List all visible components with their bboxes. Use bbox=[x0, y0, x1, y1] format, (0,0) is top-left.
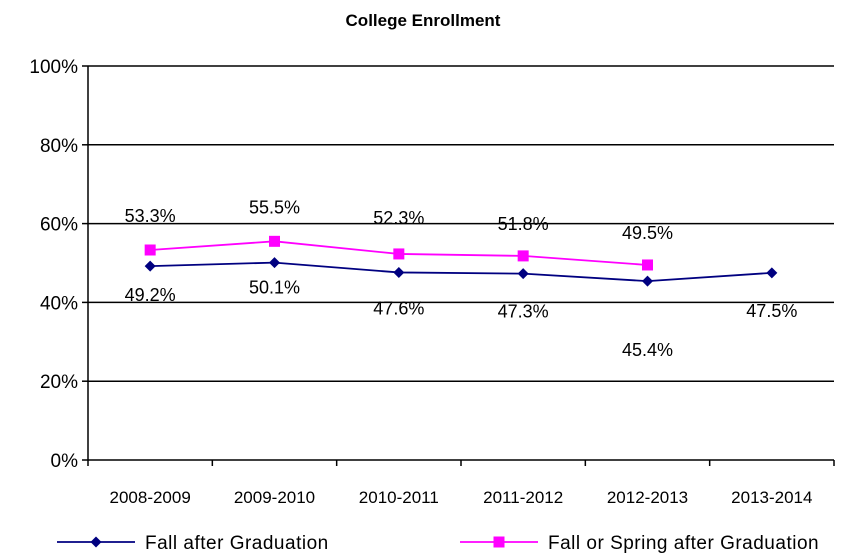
y-tick-label: 20% bbox=[40, 372, 78, 393]
data-label: 52.3% bbox=[373, 208, 424, 228]
data-point-fall bbox=[517, 268, 529, 280]
x-tick-label: 2012-2013 bbox=[607, 488, 688, 507]
x-tick-label: 2013-2014 bbox=[731, 488, 812, 507]
axes: 0% 20% 40% 60% 80% 100% 2008-2009 2009-2010 2010… bbox=[29, 57, 835, 507]
data-label: 47.3% bbox=[498, 302, 549, 322]
x-tick-label: 2010-2011 bbox=[359, 488, 439, 507]
data-point-fall-or-spring bbox=[393, 248, 405, 260]
legend-label: Fall after Graduation bbox=[145, 533, 329, 554]
y-tick-label: 60% bbox=[40, 215, 78, 236]
data-point-fall bbox=[642, 275, 653, 287]
legend-marker bbox=[90, 536, 102, 548]
y-tick-label: 40% bbox=[40, 293, 78, 314]
chart-title: College Enrollment bbox=[346, 11, 501, 30]
y-tick-label: 0% bbox=[51, 451, 79, 472]
legend-marker bbox=[493, 536, 505, 548]
data-label: 51.8% bbox=[498, 214, 549, 234]
data-label: 50.1% bbox=[249, 278, 300, 298]
data-point-fall bbox=[766, 267, 778, 279]
x-tick-label: 2009-2010 bbox=[234, 488, 315, 507]
data-label: 45.4% bbox=[622, 340, 673, 360]
y-tick-label: 100% bbox=[29, 57, 78, 78]
data-point-fall bbox=[393, 266, 405, 278]
data-point-fall-or-spring bbox=[517, 250, 529, 262]
data-label: 47.6% bbox=[373, 298, 424, 318]
data-point-fall-or-spring bbox=[144, 244, 156, 256]
series-layer bbox=[144, 235, 778, 287]
data-label: 55.5% bbox=[249, 197, 300, 217]
gridlines bbox=[88, 65, 834, 382]
data-point-fall bbox=[144, 260, 156, 272]
data-label: 49.5% bbox=[622, 223, 673, 243]
data-label: 49.2% bbox=[125, 285, 176, 305]
data-label: 47.5% bbox=[746, 301, 797, 321]
data-labels: 49.2% 50.1% 47.6% 47.3% 45.4% 47.5% 53.3% 55.5%… bbox=[125, 197, 798, 360]
legend: Fall after Graduation Fall or Spring afte… bbox=[57, 533, 819, 554]
data-point-fall bbox=[269, 257, 280, 269]
data-point-fall-or-spring bbox=[269, 235, 280, 247]
legend-label: Fall or Spring after Graduation bbox=[548, 533, 819, 554]
y-tick-label: 80% bbox=[40, 136, 78, 157]
x-tick-label: 2008-2009 bbox=[110, 488, 191, 507]
data-label: 53.3% bbox=[125, 206, 176, 226]
series-line-fall bbox=[150, 261, 772, 283]
x-tick-label: 2011-2012 bbox=[483, 488, 563, 507]
data-point-fall-or-spring bbox=[642, 259, 653, 271]
